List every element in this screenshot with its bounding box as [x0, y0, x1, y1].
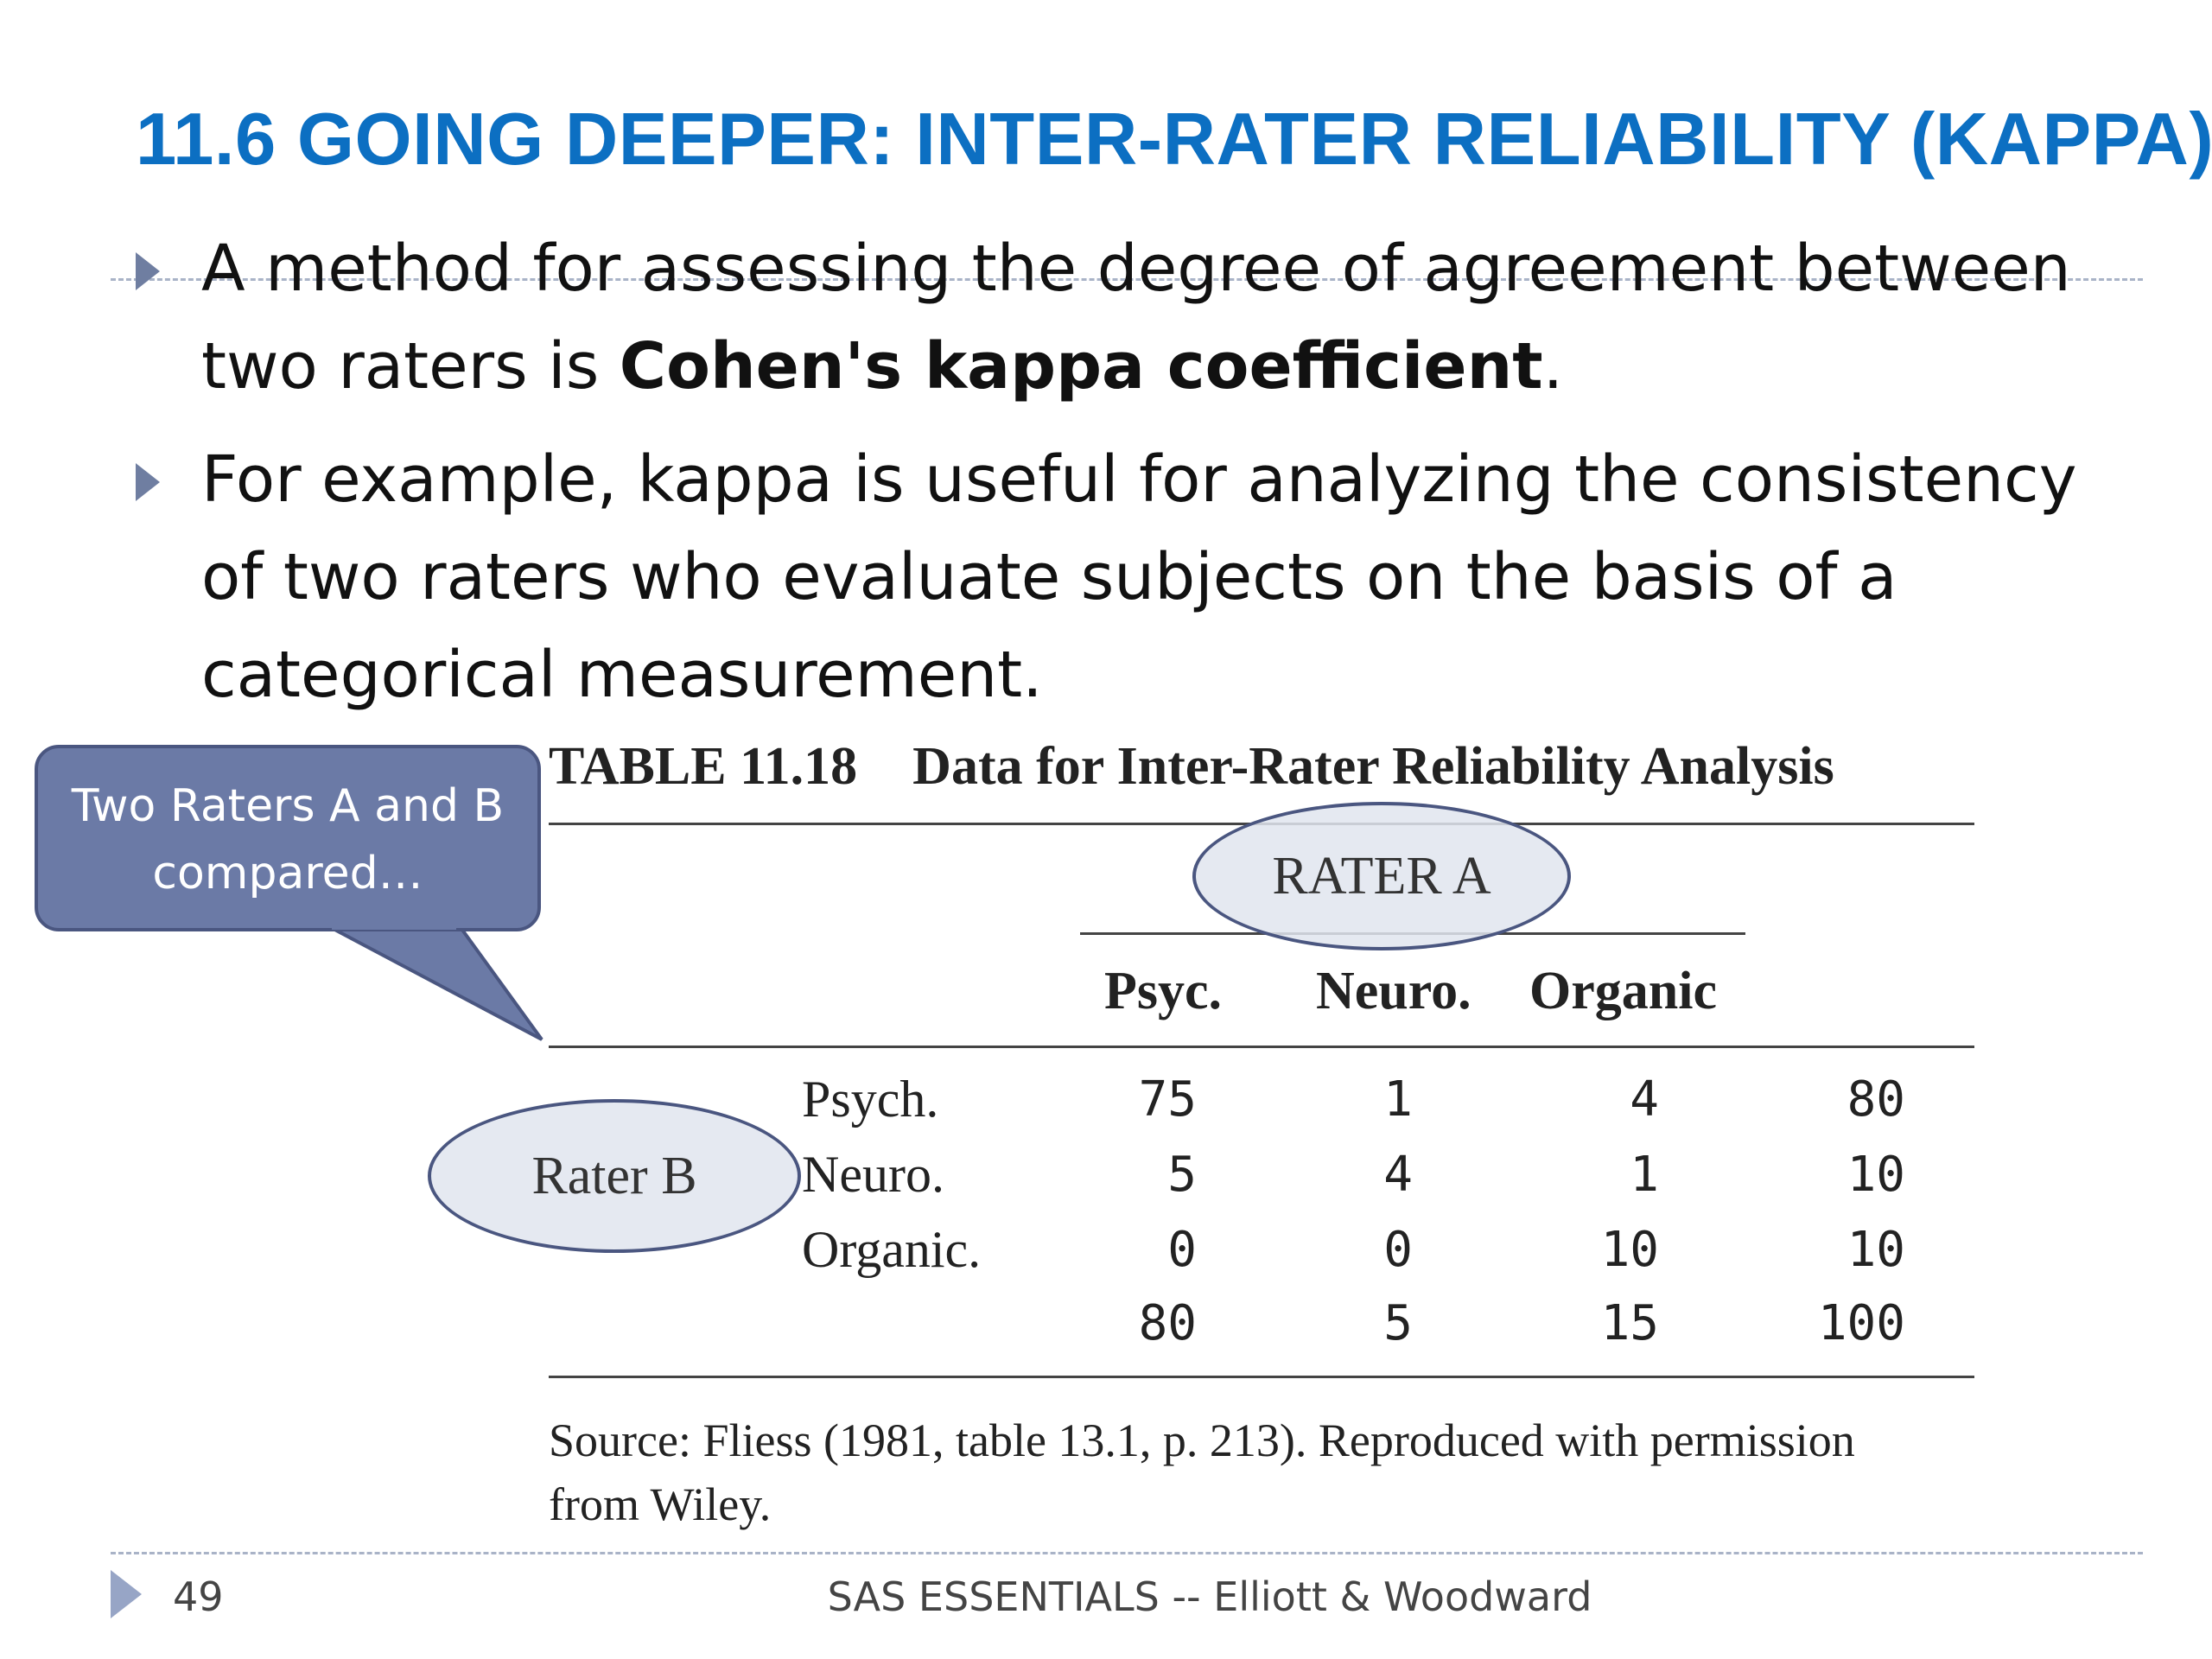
column-total: 5 — [1383, 1295, 1413, 1351]
slide-title: 11.6 GOING DEEPER: INTER-RATER RELIABILI… — [136, 99, 2212, 181]
table-cell: 0 — [1383, 1222, 1413, 1278]
rater-a-label: RATER A — [1272, 846, 1491, 906]
footer-divider — [111, 1552, 2143, 1554]
table-cell: 4 — [1630, 1071, 1659, 1128]
grand-total: 100 — [1817, 1295, 1905, 1351]
source-line-2: from Wiley. — [549, 1478, 772, 1530]
column-total: 80 — [1138, 1295, 1197, 1351]
table-cell: 0 — [1167, 1222, 1197, 1278]
bullet-text-end: . — [1542, 329, 1564, 404]
table-number: TABLE 11.18 — [549, 737, 858, 796]
footer-text: SAS ESSENTIALS -- Elliott & Woodward — [827, 1573, 1592, 1620]
row-total: 80 — [1847, 1071, 1905, 1128]
callout-line-2: compared… — [152, 848, 423, 899]
row-total: 10 — [1847, 1222, 1905, 1278]
row-label-psych: Psych. — [802, 1071, 939, 1128]
row-total: 10 — [1847, 1147, 1905, 1203]
bullet-item: For example, kappa is useful for analyzi… — [136, 431, 2114, 724]
table-caption: TABLE 11.18 Data for Inter-Rater Reliabil… — [549, 736, 1834, 798]
table-cell: 4 — [1383, 1147, 1413, 1203]
row-label-organic: Organic. — [802, 1221, 982, 1278]
table-source-note: Source: Fliess (1981, table 13.1, p. 213… — [549, 1408, 1974, 1536]
rater-b-label: Rater B — [531, 1146, 697, 1205]
bullet-bold-term: Cohen's kappa coefficient — [619, 329, 1543, 404]
bullet-arrow-icon — [136, 463, 160, 501]
page-number: 49 — [173, 1573, 224, 1620]
callout-seam — [332, 921, 456, 930]
rater-a-ellipse: RATER A — [1192, 802, 1571, 950]
table-bottom-rule — [549, 1376, 1974, 1378]
callout-box: Two Raters A and B compared… — [35, 745, 541, 931]
bullet-text: For example, kappa is useful for analyzi… — [201, 442, 2077, 712]
table-cell: 1 — [1383, 1071, 1413, 1128]
column-header-psyc: Psyc. — [1104, 962, 1223, 1020]
table-caption-text: Data for Inter-Rater Reliability Analysi… — [912, 737, 1834, 796]
column-header-organic: Organic — [1529, 962, 1717, 1020]
top-divider — [111, 278, 2143, 281]
row-label-neuro: Neuro. — [802, 1146, 944, 1203]
footer-arrow-icon — [111, 1570, 142, 1618]
bullet-list: A method for assessing the degree of agr… — [136, 220, 2114, 740]
source-line-1: Source: Fliess (1981, table 13.1, p. 213… — [549, 1414, 1855, 1466]
header-bottom-rule — [549, 1046, 1974, 1048]
table-cell: 5 — [1167, 1147, 1197, 1203]
column-total: 15 — [1600, 1295, 1659, 1351]
bullet-text: A method for assessing the degree of agr… — [201, 232, 2071, 404]
bullet-arrow-icon — [136, 252, 160, 290]
rater-b-ellipse: Rater B — [428, 1099, 801, 1253]
table-cell: 1 — [1630, 1147, 1659, 1203]
table-cell: 75 — [1138, 1071, 1197, 1128]
table-cell: 10 — [1600, 1222, 1659, 1278]
bullet-item: A method for assessing the degree of agr… — [136, 220, 2114, 416]
column-header-neuro: Neuro. — [1316, 962, 1471, 1020]
callout-line-1: Two Raters A and B — [71, 780, 505, 832]
